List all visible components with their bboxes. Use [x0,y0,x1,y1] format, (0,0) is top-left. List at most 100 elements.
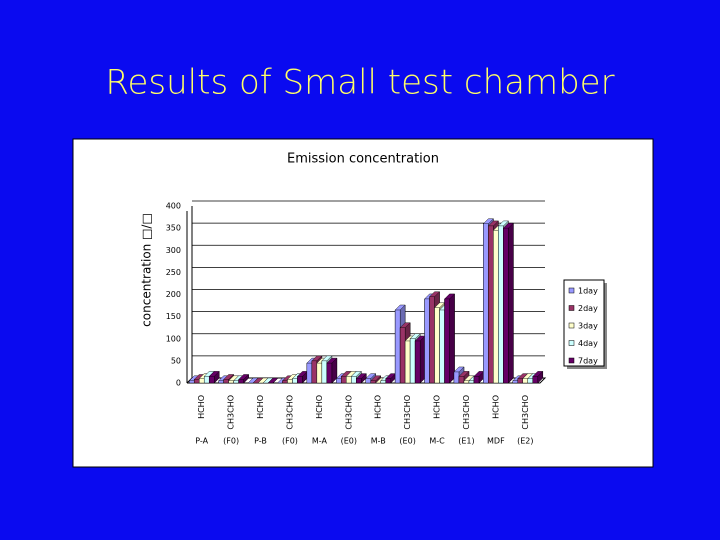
slide-title: Results of Small test chamber [105,63,614,103]
group-label: M-B [371,437,386,446]
bar [267,377,279,384]
bar-front [434,307,440,384]
bar-front [522,378,528,384]
bar-front [424,298,430,384]
legend-label: 2day [578,304,598,313]
chart-title: Emission concentration [287,152,439,167]
bar-front [223,379,229,384]
legend-swatch [568,287,575,294]
bar-front [444,298,450,384]
legend-label: 7day [578,357,598,366]
bar-front [351,376,357,384]
group-label: (E1) [458,437,474,446]
legend-label: 1day [578,287,598,296]
bar-front [409,338,416,384]
bar-front [463,380,470,384]
bar-front [394,309,401,384]
bar-front [414,340,421,384]
group-label: M-C [429,437,445,446]
bar-front [399,327,406,384]
bar-front [517,378,523,384]
chart-panel [72,138,654,468]
bar-front [326,362,333,384]
bar-front [512,380,518,384]
y-tick-label: 100 [166,334,181,343]
y-tick-label: 200 [166,290,181,299]
legend-swatch [568,357,575,364]
bar-front [380,380,386,384]
y-tick-label: 400 [166,202,181,211]
group-label: P-B [254,437,267,446]
bar-front [287,379,293,384]
group-label: (E2) [517,437,533,446]
x-tick-label: CH3CHO [403,395,412,430]
x-tick-label: HCHO [256,395,265,419]
bar-front [493,230,499,384]
x-tick-label: HCHO [197,395,206,419]
group-label: (E0) [341,437,357,446]
bar-front [189,380,195,384]
bar-front [404,340,411,384]
legend-swatch [568,322,575,329]
group-label: (F0) [282,437,298,446]
legend-label: 3day [578,322,598,331]
bar-front [336,378,342,384]
x-tick-label: HCHO [433,395,442,419]
x-tick-label: CH3CHO [521,395,530,430]
y-tick-label: 250 [166,268,181,277]
bar-side [508,222,514,384]
bar-front [527,378,533,384]
bar-front [356,378,362,384]
bar-front [306,362,313,384]
bar-front [468,380,475,384]
y-tick-label: 0 [176,379,181,388]
bar-front [292,378,298,384]
group-label: MDF [487,437,505,446]
group-label: (E0) [399,437,415,446]
x-tick-label: HCHO [491,395,500,419]
bar-front [385,378,391,384]
y-tick-label: 150 [166,312,181,321]
bar-front [204,376,210,384]
bar-front [483,223,489,384]
bar-front [532,376,538,384]
y-tick-label: 350 [166,224,181,233]
y-tick-label: 50 [171,356,181,365]
y-tick-label: 300 [166,246,181,255]
bar-front [503,227,509,384]
bar-front [439,309,445,384]
bar-front [473,376,480,384]
group-label: M-A [312,437,328,446]
x-tick-label: CH3CHO [344,395,353,430]
x-tick-label: HCHO [374,395,383,419]
bar-front [458,376,465,384]
x-tick-label: CH3CHO [462,395,471,430]
bar-front [297,376,303,384]
y-axis-label: concentration □/□ [140,213,154,327]
bar-front [209,376,215,384]
bar-front [316,362,323,384]
bar-front [238,379,244,384]
bar-front [365,378,371,384]
bar-front [194,379,200,384]
bar-front [228,380,234,384]
legend-label: 4day [578,339,598,348]
bar-front [453,371,460,384]
x-tick-label: CH3CHO [285,395,294,430]
bar-front [346,376,352,384]
legend-swatch [568,305,575,311]
bar-front [498,225,504,384]
bar-front [199,378,205,384]
group-label: (F0) [223,437,239,446]
x-tick-label: HCHO [315,395,324,419]
bar-front [218,380,224,384]
bar-side [449,293,455,384]
legend-swatch [568,340,575,346]
group-label: P-A [195,437,208,446]
bar-front [488,225,494,384]
bar-front [321,360,328,384]
bar-front [311,360,318,384]
x-tick-label: CH3CHO [227,395,236,430]
